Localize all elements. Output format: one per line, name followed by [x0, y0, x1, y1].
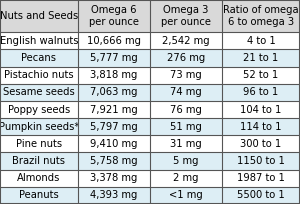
Text: English walnuts: English walnuts	[0, 36, 78, 46]
Bar	[150, 170, 222, 187]
Bar	[78, 118, 150, 135]
Text: Ratio of omega
6 to omega 3: Ratio of omega 6 to omega 3	[223, 5, 299, 27]
Text: 300 to 1: 300 to 1	[240, 139, 282, 149]
Text: 5500 to 1: 5500 to 1	[237, 190, 285, 200]
Bar	[78, 67, 150, 84]
Bar	[150, 49, 222, 67]
Bar	[222, 135, 300, 152]
Bar	[150, 0, 222, 32]
Text: Brazil nuts: Brazil nuts	[13, 156, 65, 166]
Bar	[0, 170, 78, 187]
Text: 31 mg: 31 mg	[170, 139, 202, 149]
Text: 1987 to 1: 1987 to 1	[237, 173, 285, 183]
Text: Almonds: Almonds	[17, 173, 61, 183]
Text: Pine nuts: Pine nuts	[16, 139, 62, 149]
Text: Sesame seeds: Sesame seeds	[3, 87, 75, 97]
Bar	[222, 170, 300, 187]
Bar	[0, 84, 78, 101]
Bar	[78, 135, 150, 152]
Text: 10,666 mg: 10,666 mg	[87, 36, 141, 46]
Text: 51 mg: 51 mg	[170, 122, 202, 132]
Bar	[0, 118, 78, 135]
Text: 74 mg: 74 mg	[170, 87, 202, 97]
Text: <1 mg: <1 mg	[169, 190, 203, 200]
Text: 4,393 mg: 4,393 mg	[90, 190, 138, 200]
Text: 21 to 1: 21 to 1	[243, 53, 279, 63]
Text: 7,063 mg: 7,063 mg	[90, 87, 138, 97]
Text: 3,818 mg: 3,818 mg	[90, 70, 138, 80]
Bar	[150, 67, 222, 84]
Bar	[78, 49, 150, 67]
Bar	[222, 32, 300, 49]
Text: 96 to 1: 96 to 1	[243, 87, 279, 97]
Bar	[78, 101, 150, 118]
Bar	[150, 32, 222, 49]
Text: 5,777 mg: 5,777 mg	[90, 53, 138, 63]
Text: 3,378 mg: 3,378 mg	[90, 173, 138, 183]
Text: Pistachio nuts: Pistachio nuts	[4, 70, 74, 80]
Bar	[78, 152, 150, 170]
Text: 7,921 mg: 7,921 mg	[90, 104, 138, 114]
Text: Poppy seeds: Poppy seeds	[8, 104, 70, 114]
Text: 9,410 mg: 9,410 mg	[90, 139, 138, 149]
Text: 5,758 mg: 5,758 mg	[90, 156, 138, 166]
Bar	[222, 152, 300, 170]
Bar	[150, 84, 222, 101]
Bar	[78, 84, 150, 101]
Text: Pumpkin seeds*: Pumpkin seeds*	[0, 122, 79, 132]
Bar	[0, 0, 78, 32]
Bar	[222, 118, 300, 135]
Bar	[0, 32, 78, 49]
Text: 1150 to 1: 1150 to 1	[237, 156, 285, 166]
Bar	[0, 187, 78, 204]
Text: 73 mg: 73 mg	[170, 70, 202, 80]
Bar	[0, 101, 78, 118]
Bar	[0, 135, 78, 152]
Bar	[150, 101, 222, 118]
Bar	[150, 152, 222, 170]
Text: 5,797 mg: 5,797 mg	[90, 122, 138, 132]
Bar	[222, 187, 300, 204]
Text: 4 to 1: 4 to 1	[247, 36, 275, 46]
Text: Pecans: Pecans	[22, 53, 56, 63]
Bar	[150, 118, 222, 135]
Bar	[0, 152, 78, 170]
Text: 276 mg: 276 mg	[167, 53, 205, 63]
Bar	[78, 32, 150, 49]
Text: 114 to 1: 114 to 1	[240, 122, 282, 132]
Text: 2 mg: 2 mg	[173, 173, 199, 183]
Bar	[78, 170, 150, 187]
Text: 76 mg: 76 mg	[170, 104, 202, 114]
Text: 104 to 1: 104 to 1	[240, 104, 282, 114]
Bar	[222, 84, 300, 101]
Bar	[0, 49, 78, 67]
Text: 52 to 1: 52 to 1	[243, 70, 279, 80]
Text: 2,542 mg: 2,542 mg	[162, 36, 210, 46]
Bar	[222, 101, 300, 118]
Bar	[78, 187, 150, 204]
Text: Peanuts: Peanuts	[19, 190, 59, 200]
Text: Nuts and Seeds: Nuts and Seeds	[0, 11, 78, 21]
Text: 5 mg: 5 mg	[173, 156, 199, 166]
Bar	[150, 135, 222, 152]
Bar	[150, 187, 222, 204]
Bar	[0, 67, 78, 84]
Bar	[222, 0, 300, 32]
Bar	[222, 49, 300, 67]
Bar	[78, 0, 150, 32]
Text: Omega 3
per ounce: Omega 3 per ounce	[161, 5, 211, 27]
Bar	[222, 67, 300, 84]
Text: Omega 6
per ounce: Omega 6 per ounce	[89, 5, 139, 27]
